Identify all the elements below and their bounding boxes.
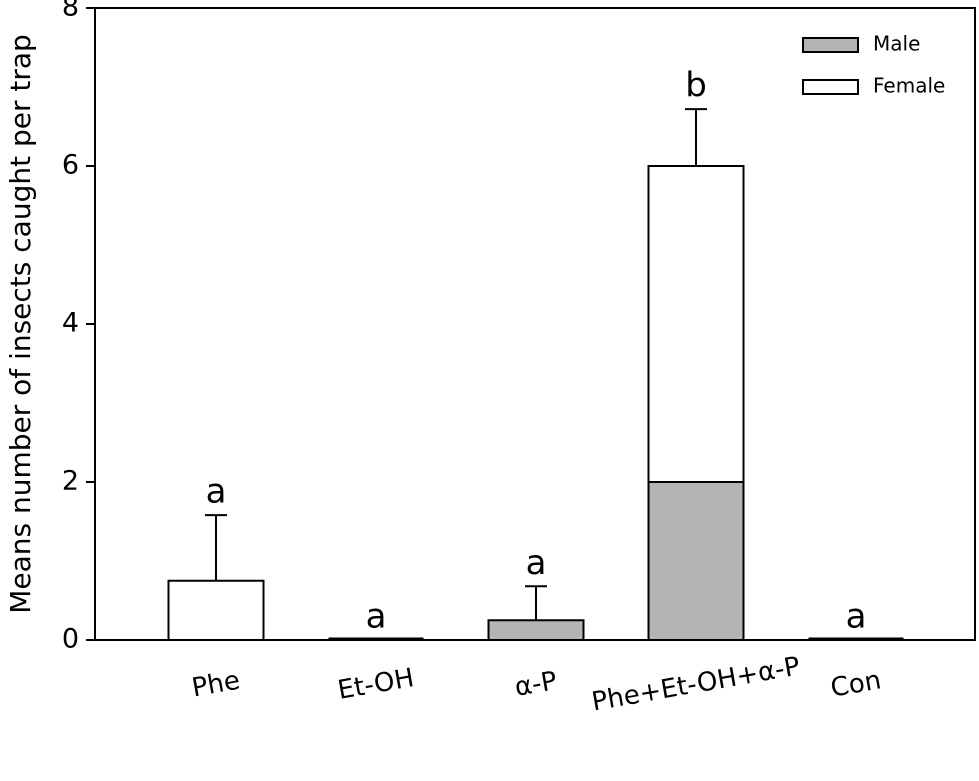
y-tick-label: 8 — [62, 0, 79, 23]
x-tick-label: α-P — [513, 666, 560, 703]
y-tick-label: 2 — [62, 466, 79, 497]
x-tick-label: Phe+Et-OH+α-P — [590, 651, 803, 717]
x-tick-label: Con — [828, 665, 883, 703]
legend-label: Female — [873, 74, 945, 98]
y-axis-label: Means number of insects caught per trap — [4, 34, 37, 614]
significance-letter: a — [206, 472, 227, 512]
bar-segment — [647, 481, 745, 641]
legend-label: Male — [873, 32, 920, 56]
x-tick-label: Phe — [190, 666, 243, 704]
y-tick-label: 6 — [62, 150, 79, 181]
significance-letter: a — [366, 597, 387, 637]
significance-letter: a — [846, 597, 867, 637]
legend-swatch — [802, 37, 859, 53]
significance-letter: a — [526, 543, 547, 583]
y-tick-label: 0 — [62, 624, 79, 655]
significance-letter: b — [685, 66, 707, 106]
legend-swatch — [802, 79, 859, 95]
bar-segment — [487, 619, 585, 641]
y-tick-label: 4 — [62, 308, 79, 339]
x-tick-label: Et-OH — [336, 663, 417, 706]
bar-segment — [167, 579, 265, 641]
bar-segment — [647, 165, 745, 483]
